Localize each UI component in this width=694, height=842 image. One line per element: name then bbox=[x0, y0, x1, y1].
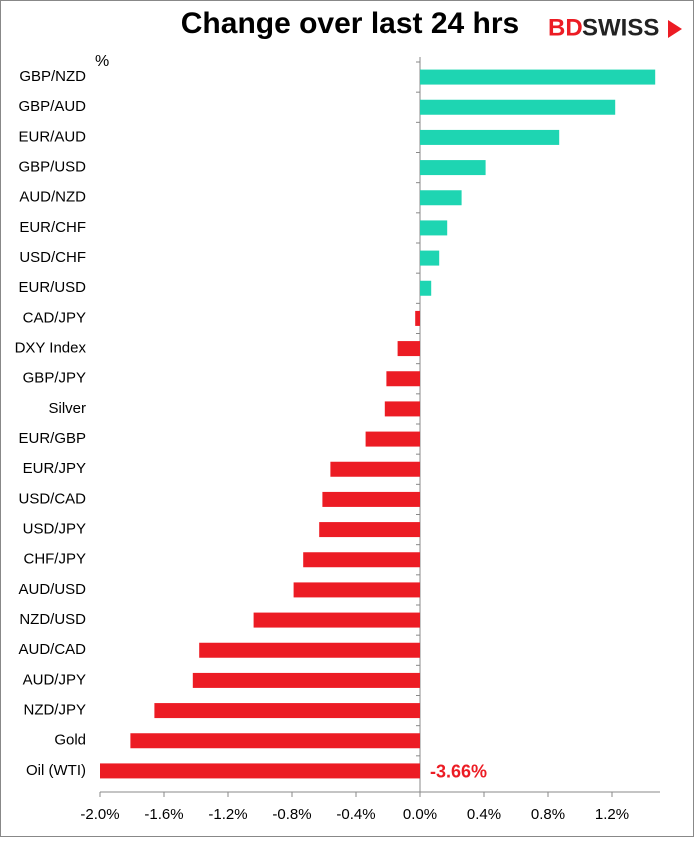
x-tick-label: -0.8% bbox=[272, 806, 311, 823]
y-tick-label: EUR/AUD bbox=[18, 128, 86, 145]
y-tick-label: DXY Index bbox=[15, 340, 87, 357]
y-tick-label: Silver bbox=[48, 400, 86, 417]
y-tick-label: NZD/USD bbox=[19, 611, 86, 628]
bar bbox=[420, 280, 432, 296]
y-tick-label: AUD/JPY bbox=[23, 671, 86, 688]
y-tick-label: CAD/JPY bbox=[23, 309, 86, 326]
y-tick-label: GBP/JPY bbox=[23, 370, 86, 387]
bar bbox=[365, 431, 420, 447]
y-tick-label: EUR/JPY bbox=[23, 460, 86, 477]
y-tick-label: Oil (WTI) bbox=[26, 762, 86, 779]
bar bbox=[420, 190, 462, 206]
logo-suffix: SWISS bbox=[582, 14, 659, 41]
y-tick-label: GBP/USD bbox=[18, 159, 86, 176]
x-tick-label: 0.8% bbox=[531, 806, 565, 823]
y-tick-label: Gold bbox=[54, 732, 86, 749]
bar bbox=[384, 401, 420, 417]
y-tick-label: EUR/CHF bbox=[19, 219, 86, 236]
bar bbox=[130, 733, 420, 749]
y-tick-label: NZD/JPY bbox=[23, 702, 86, 719]
bar bbox=[420, 129, 560, 145]
y-tick-label: AUD/USD bbox=[18, 581, 86, 598]
bar bbox=[420, 220, 448, 236]
bar bbox=[420, 250, 440, 266]
x-tick-label: 0.0% bbox=[403, 806, 437, 823]
x-tick-label: 0.4% bbox=[467, 806, 501, 823]
logo-prefix: BD bbox=[548, 14, 583, 41]
bar bbox=[192, 672, 420, 688]
y-tick-label: EUR/USD bbox=[18, 279, 86, 296]
bars bbox=[100, 69, 656, 779]
bar bbox=[319, 522, 420, 538]
y-tick-label: EUR/GBP bbox=[18, 430, 86, 447]
bar bbox=[100, 763, 420, 779]
logo-arrow bbox=[668, 20, 682, 38]
bar bbox=[322, 491, 420, 507]
chart-title: Change over last 24 hrs bbox=[181, 7, 519, 40]
bar bbox=[386, 371, 420, 387]
x-tick-label: -1.6% bbox=[144, 806, 183, 823]
bar bbox=[253, 612, 420, 628]
unit-label: % bbox=[95, 53, 109, 70]
y-tick-label: USD/JPY bbox=[23, 521, 86, 538]
y-tick-label: GBP/AUD bbox=[18, 98, 86, 115]
bar bbox=[420, 160, 486, 176]
y-tick-label: USD/CHF bbox=[19, 249, 86, 266]
y-tick-label: USD/CAD bbox=[18, 490, 86, 507]
bar bbox=[293, 582, 420, 598]
y-tick-label: CHF/JPY bbox=[23, 551, 86, 568]
y-tick-label: AUD/NZD bbox=[19, 189, 86, 206]
x-tick-label: -2.0% bbox=[80, 806, 119, 823]
x-tick-label: -1.2% bbox=[208, 806, 247, 823]
x-tick-label: 1.2% bbox=[595, 806, 629, 823]
bar bbox=[199, 642, 420, 658]
value-label: -3.66% bbox=[430, 762, 487, 782]
bar bbox=[154, 703, 420, 719]
y-tick-label: AUD/CAD bbox=[18, 641, 86, 658]
y-tick-label: GBP/NZD bbox=[19, 68, 86, 85]
bar bbox=[397, 341, 420, 357]
bar bbox=[415, 310, 420, 326]
bar bbox=[420, 99, 616, 115]
x-tick-label: -0.4% bbox=[336, 806, 375, 823]
bar bbox=[303, 552, 420, 568]
bar bbox=[420, 69, 656, 85]
bar bbox=[330, 461, 420, 477]
